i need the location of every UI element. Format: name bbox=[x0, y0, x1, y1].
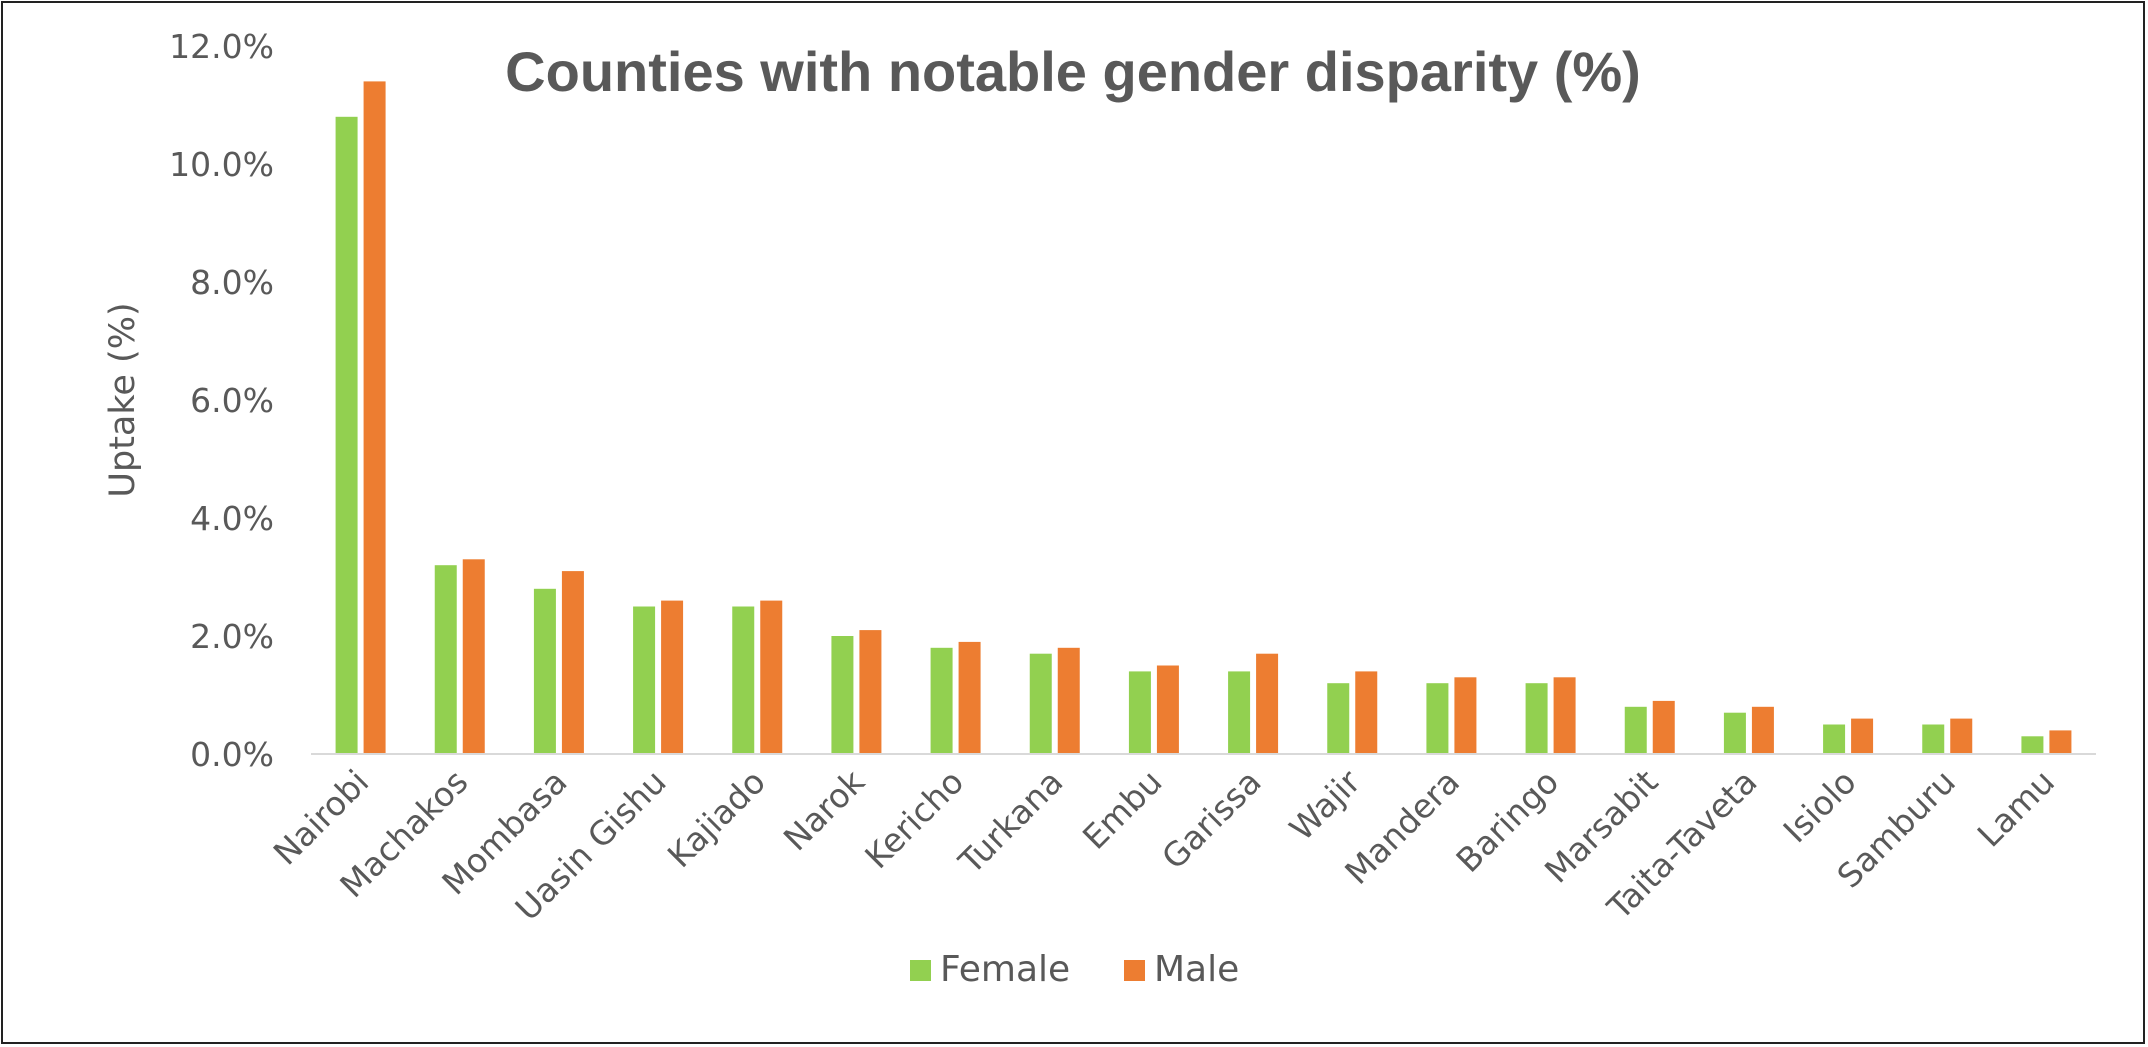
legend-label-male: Male bbox=[1154, 949, 1239, 990]
bar-male-mombasa bbox=[561, 571, 584, 754]
y-axis-title: Uptake (%) bbox=[103, 302, 143, 497]
bar-female-mandera bbox=[1426, 683, 1449, 754]
x-tick-label: Embu bbox=[1075, 762, 1170, 857]
bar-female-uasin-gishu bbox=[633, 606, 656, 754]
bar-male-taita-taveta bbox=[1751, 706, 1774, 754]
bar-female-machakos bbox=[434, 565, 457, 754]
bar-male-isiolo bbox=[1851, 718, 1874, 754]
bar-male-baringo bbox=[1553, 677, 1576, 754]
bar-female-wajir bbox=[1327, 683, 1350, 754]
x-tick-label: Wajir bbox=[1282, 762, 1368, 848]
bar-female-garissa bbox=[1228, 671, 1251, 754]
x-tick-label: Kericho bbox=[857, 762, 971, 876]
bar-female-mombasa bbox=[533, 588, 556, 754]
bar-female-samburu bbox=[1922, 724, 1945, 754]
x-tick-label: Lamu bbox=[1970, 762, 2062, 854]
y-tick-label: 8.0% bbox=[190, 263, 274, 302]
bar-male-embu bbox=[1156, 665, 1179, 754]
legend-label-female: Female bbox=[940, 949, 1070, 990]
bar-female-turkana bbox=[1029, 653, 1052, 754]
bar-female-isiolo bbox=[1823, 724, 1846, 754]
bar-male-lamu bbox=[2049, 730, 2072, 754]
bar-chart: Counties with notable gender disparity (… bbox=[103, 27, 2096, 990]
bar-male-nairobi bbox=[363, 81, 386, 754]
bar-male-narok bbox=[859, 630, 882, 754]
bar-female-narok bbox=[831, 636, 854, 754]
x-tick-label: Kajiado bbox=[660, 762, 773, 875]
bar-female-marsabit bbox=[1624, 706, 1647, 754]
bar-female-kericho bbox=[930, 647, 953, 754]
x-tick-label: Garissa bbox=[1154, 762, 1269, 877]
bar-male-garissa bbox=[1256, 653, 1279, 754]
legend-swatch-female bbox=[910, 960, 931, 981]
y-tick-label: 2.0% bbox=[190, 617, 274, 656]
bar-male-machakos bbox=[462, 559, 485, 754]
y-axis-ticks: 0.0% 2.0% 4.0% 6.0% 8.0% 10.0% 12.0% bbox=[169, 27, 274, 774]
x-tick-label: Turkana bbox=[951, 762, 1071, 882]
bar-female-kajiado bbox=[732, 606, 755, 754]
y-tick-label: 4.0% bbox=[190, 499, 274, 538]
bar-male-marsabit bbox=[1652, 700, 1675, 754]
bar-female-baringo bbox=[1525, 683, 1548, 754]
bar-female-embu bbox=[1128, 671, 1151, 754]
bar-male-uasin-gishu bbox=[661, 600, 684, 754]
bar-male-samburu bbox=[1950, 718, 1973, 754]
bar-female-nairobi bbox=[335, 116, 358, 755]
legend: Female Male bbox=[910, 949, 1239, 990]
chart-title: Counties with notable gender disparity (… bbox=[505, 40, 1641, 103]
bar-male-wajir bbox=[1355, 671, 1378, 754]
x-tick-label: Isiolo bbox=[1776, 762, 1864, 850]
bar-series bbox=[335, 81, 2072, 755]
x-tick-label: Narok bbox=[776, 761, 873, 858]
bar-female-taita-taveta bbox=[1723, 712, 1746, 754]
y-tick-label: 10.0% bbox=[169, 145, 274, 184]
bar-male-kajiado bbox=[760, 600, 783, 754]
bar-male-turkana bbox=[1057, 647, 1080, 754]
y-tick-label: 0.0% bbox=[190, 735, 274, 774]
legend-swatch-male bbox=[1124, 960, 1145, 981]
y-tick-label: 12.0% bbox=[169, 27, 274, 66]
bar-male-mandera bbox=[1454, 677, 1477, 754]
y-tick-label: 6.0% bbox=[190, 381, 274, 420]
bar-male-kericho bbox=[958, 641, 981, 754]
bar-female-lamu bbox=[2021, 736, 2044, 754]
